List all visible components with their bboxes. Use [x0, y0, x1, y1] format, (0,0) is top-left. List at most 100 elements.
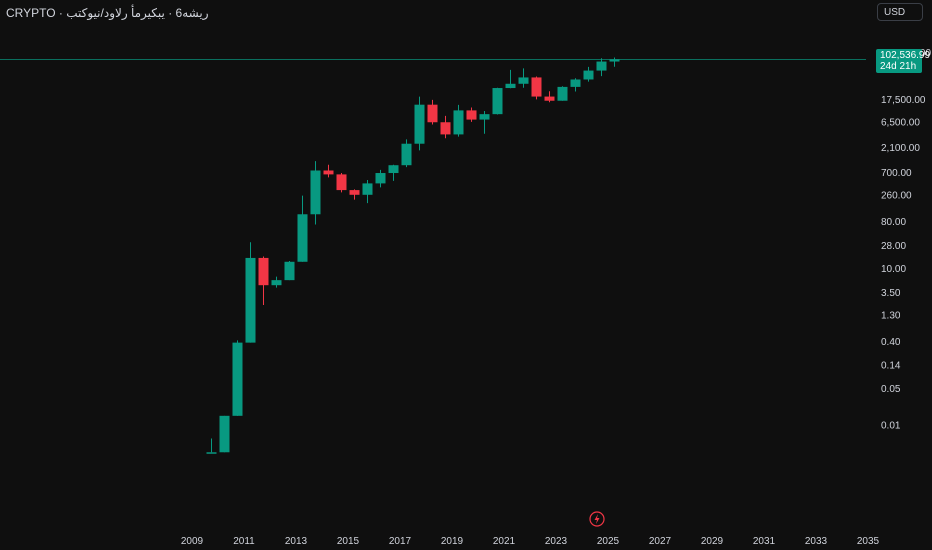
x-tick-label: 2023	[545, 536, 568, 547]
candle-body	[284, 261, 295, 281]
candle	[453, 104, 464, 137]
candle	[492, 87, 503, 115]
y-tick-label: 0.40	[881, 337, 901, 348]
candle	[349, 189, 360, 200]
candle	[505, 69, 516, 89]
candle	[232, 340, 243, 416]
candle-body	[453, 110, 464, 135]
candle-body	[232, 342, 243, 416]
last-price-badge: 102,536.99 24d 21h	[876, 49, 931, 73]
candle-body	[570, 79, 581, 87]
candle	[401, 139, 412, 168]
candle	[258, 256, 269, 306]
candle	[375, 169, 386, 188]
candle-body	[388, 165, 399, 174]
candle	[206, 438, 217, 454]
x-tick-label: 2027	[649, 536, 672, 547]
candle-body	[479, 114, 490, 120]
candle	[336, 173, 347, 193]
candle	[297, 195, 308, 262]
lightning-icon[interactable]	[589, 511, 605, 527]
x-tick-label: 2035	[857, 536, 880, 547]
x-tick-label: 2021	[493, 536, 516, 547]
candle	[570, 78, 581, 92]
x-tick-label: 2015	[337, 536, 360, 547]
candle-body	[336, 174, 347, 191]
candle-body	[401, 143, 412, 166]
x-tick-label: 2033	[805, 536, 828, 547]
candle	[414, 96, 425, 151]
x-tick-label: 2019	[441, 536, 464, 547]
candle	[284, 260, 295, 281]
y-tick-label: 10.00	[881, 264, 906, 275]
candle-body	[440, 122, 451, 135]
candle	[544, 91, 555, 103]
candle	[245, 242, 256, 343]
candle-body	[557, 86, 568, 101]
y-tick-label: 260.00	[881, 190, 912, 201]
x-axis[interactable]: 2009 2011 2013 2015 2017 2019 2021 2023 2025 2027…	[181, 536, 880, 547]
y-tick-label: 700.00	[881, 168, 912, 179]
candle-body	[531, 77, 542, 97]
candle-body	[362, 183, 373, 195]
candle	[479, 111, 490, 134]
candle	[310, 161, 321, 225]
candle-countdown: 24d 21h	[880, 61, 917, 72]
candle-body	[258, 257, 269, 286]
x-tick-label: 2025	[597, 536, 620, 547]
candle	[427, 99, 438, 125]
candle-body	[375, 173, 386, 184]
candle-body	[596, 61, 607, 71]
x-tick-label: 2017	[389, 536, 412, 547]
y-tick-label: 80.00	[881, 217, 906, 228]
candle-body	[310, 170, 321, 215]
y-tick-label: 1.30	[881, 310, 901, 321]
candle-body	[271, 280, 282, 286]
candle-body	[427, 104, 438, 123]
candle	[362, 179, 373, 204]
candle-body	[518, 77, 529, 84]
y-axis[interactable]: 140,000.0017,500.006,500.002,100.00700.0…	[881, 48, 931, 432]
y-tick-label: 28.00	[881, 241, 906, 252]
candle	[531, 76, 542, 100]
candle	[440, 115, 451, 139]
candle	[583, 66, 594, 82]
x-tick-label: 2013	[285, 536, 308, 547]
currency-button[interactable]: USD	[877, 3, 923, 21]
candle	[271, 276, 282, 288]
candle	[518, 68, 529, 88]
candle-body	[206, 452, 217, 454]
candle-body	[349, 190, 360, 195]
candle-body	[492, 88, 503, 115]
y-tick-label: 6,500.00	[881, 117, 920, 128]
candle-body	[609, 59, 620, 62]
candle	[596, 58, 607, 77]
candle-body	[466, 110, 477, 120]
candle-body	[323, 170, 334, 175]
x-tick-label: 2031	[753, 536, 776, 547]
x-tick-label: 2011	[233, 536, 255, 547]
y-tick-label: 0.05	[881, 384, 901, 395]
candle-body	[505, 83, 516, 89]
y-tick-label: 17,500.00	[881, 95, 926, 106]
candle-body	[297, 214, 308, 262]
x-tick-label: 2009	[181, 536, 204, 547]
candle	[388, 164, 399, 181]
candles-layer	[206, 57, 620, 454]
candle	[609, 57, 620, 67]
candle	[557, 86, 568, 101]
x-tick-label: 2029	[701, 536, 724, 547]
candle-body	[219, 415, 230, 453]
last-price-value: 102,536.99	[880, 50, 931, 61]
y-tick-label: 3.50	[881, 288, 901, 299]
y-tick-label: 2,100.00	[881, 143, 920, 154]
candle-body	[414, 104, 425, 144]
candle	[219, 415, 230, 453]
y-tick-label: 0.14	[881, 361, 901, 372]
candle-body	[245, 257, 256, 343]
candle	[466, 107, 477, 122]
y-tick-label: 0.01	[881, 421, 901, 432]
chart-title: CRYPTO · ريشه6 · يبكيرمأ رلاود/نيوكتب	[6, 6, 209, 20]
candle-body	[544, 96, 555, 101]
